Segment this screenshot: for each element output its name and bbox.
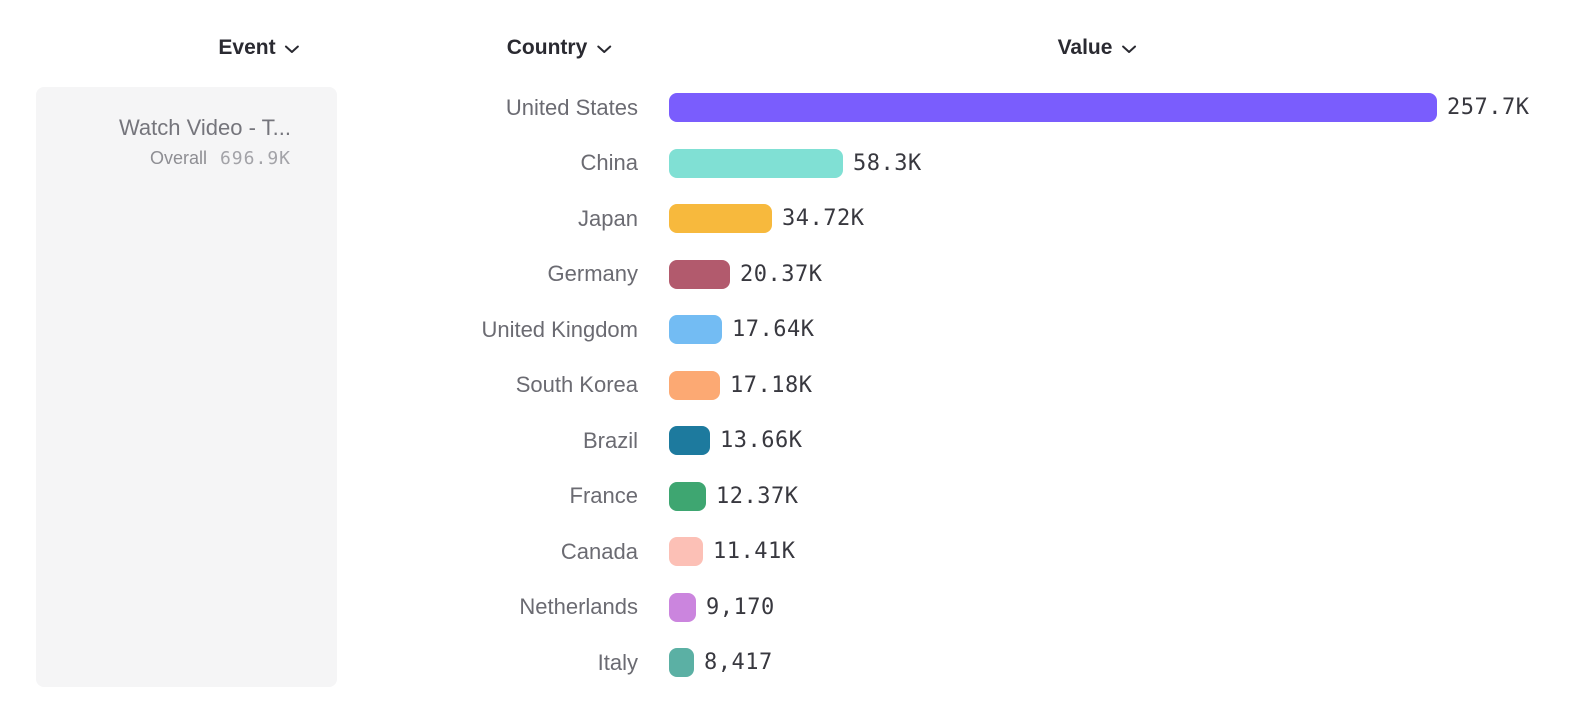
event-metric-value: 696.9K [219,148,291,169]
value-label: 34.72K [782,206,865,232]
chart-row: China 58.3K [0,136,1584,192]
value-bar[interactable] [669,481,706,511]
event-column-header[interactable]: Event [218,36,300,60]
value-bar[interactable] [669,93,1437,123]
chevron-down-icon [1121,45,1136,54]
value-label: 8,417 [704,650,773,676]
value-column-header[interactable]: Value [1058,36,1137,60]
value-label: 12.37K [716,483,799,509]
chevron-down-icon [285,45,300,54]
value-label: 17.64K [732,317,815,343]
country-label: China [580,150,638,176]
value-bar[interactable] [669,148,843,178]
chart-row: Italy 8,417 [0,635,1584,691]
value-bar[interactable] [669,426,710,456]
country-label: Japan [578,205,638,231]
value-label: 58.3K [853,150,922,176]
value-bar[interactable] [669,592,696,622]
chart-row: Netherlands 9,170 [0,580,1584,636]
chart-row: Brazil 13.66K [0,413,1584,469]
value-label: 17.18K [730,372,813,398]
chart-row: Germany 20.37K [0,247,1584,303]
value-bar[interactable] [669,315,722,345]
value-bar[interactable] [669,259,730,289]
country-label: United States [505,94,638,120]
country-label: France [569,483,638,509]
value-column-label: Value [1057,36,1113,59]
value-label: 20.37K [740,261,823,287]
value-label: 13.66K [720,428,803,454]
event-card-metric: Overall 696.9K [56,148,291,169]
value-bar[interactable] [669,370,720,400]
country-label: Netherlands [519,594,638,620]
event-card-title: Watch Video - T... [118,115,291,140]
chart-row: South Korea 17.18K [0,358,1584,414]
event-card[interactable]: Watch Video - T... Overall 696.9K [36,87,337,687]
chart-row: Japan 34.72K [0,191,1584,247]
country-label: Brazil [582,427,638,453]
chart-row: Canada 11.41K [0,524,1584,580]
value-label: 257.7K [1447,95,1530,121]
country-column-header[interactable]: Country [507,36,612,60]
country-label: Italy [597,649,638,675]
value-label: 9,170 [706,594,775,620]
chart-row: France 12.37K [0,469,1584,525]
country-label: United Kingdom [481,316,638,342]
event-metric-label: Overall [149,148,207,168]
chevron-down-icon [596,45,611,54]
country-label: Canada [560,538,638,564]
country-label: Germany [547,261,638,287]
chart-rows: United States 257.7K China 58.3K Japan 34.72K… [0,80,1584,691]
chart-row: United States 257.7K [0,80,1584,136]
value-bar[interactable] [669,204,772,234]
value-label: 11.41K [713,539,796,565]
value-bar[interactable] [669,537,703,567]
value-bar[interactable] [669,648,694,678]
country-column-label: Country [506,36,588,59]
event-column-label: Event [218,36,276,59]
chart-row: United Kingdom 17.64K [0,302,1584,358]
country-label: South Korea [515,372,638,398]
